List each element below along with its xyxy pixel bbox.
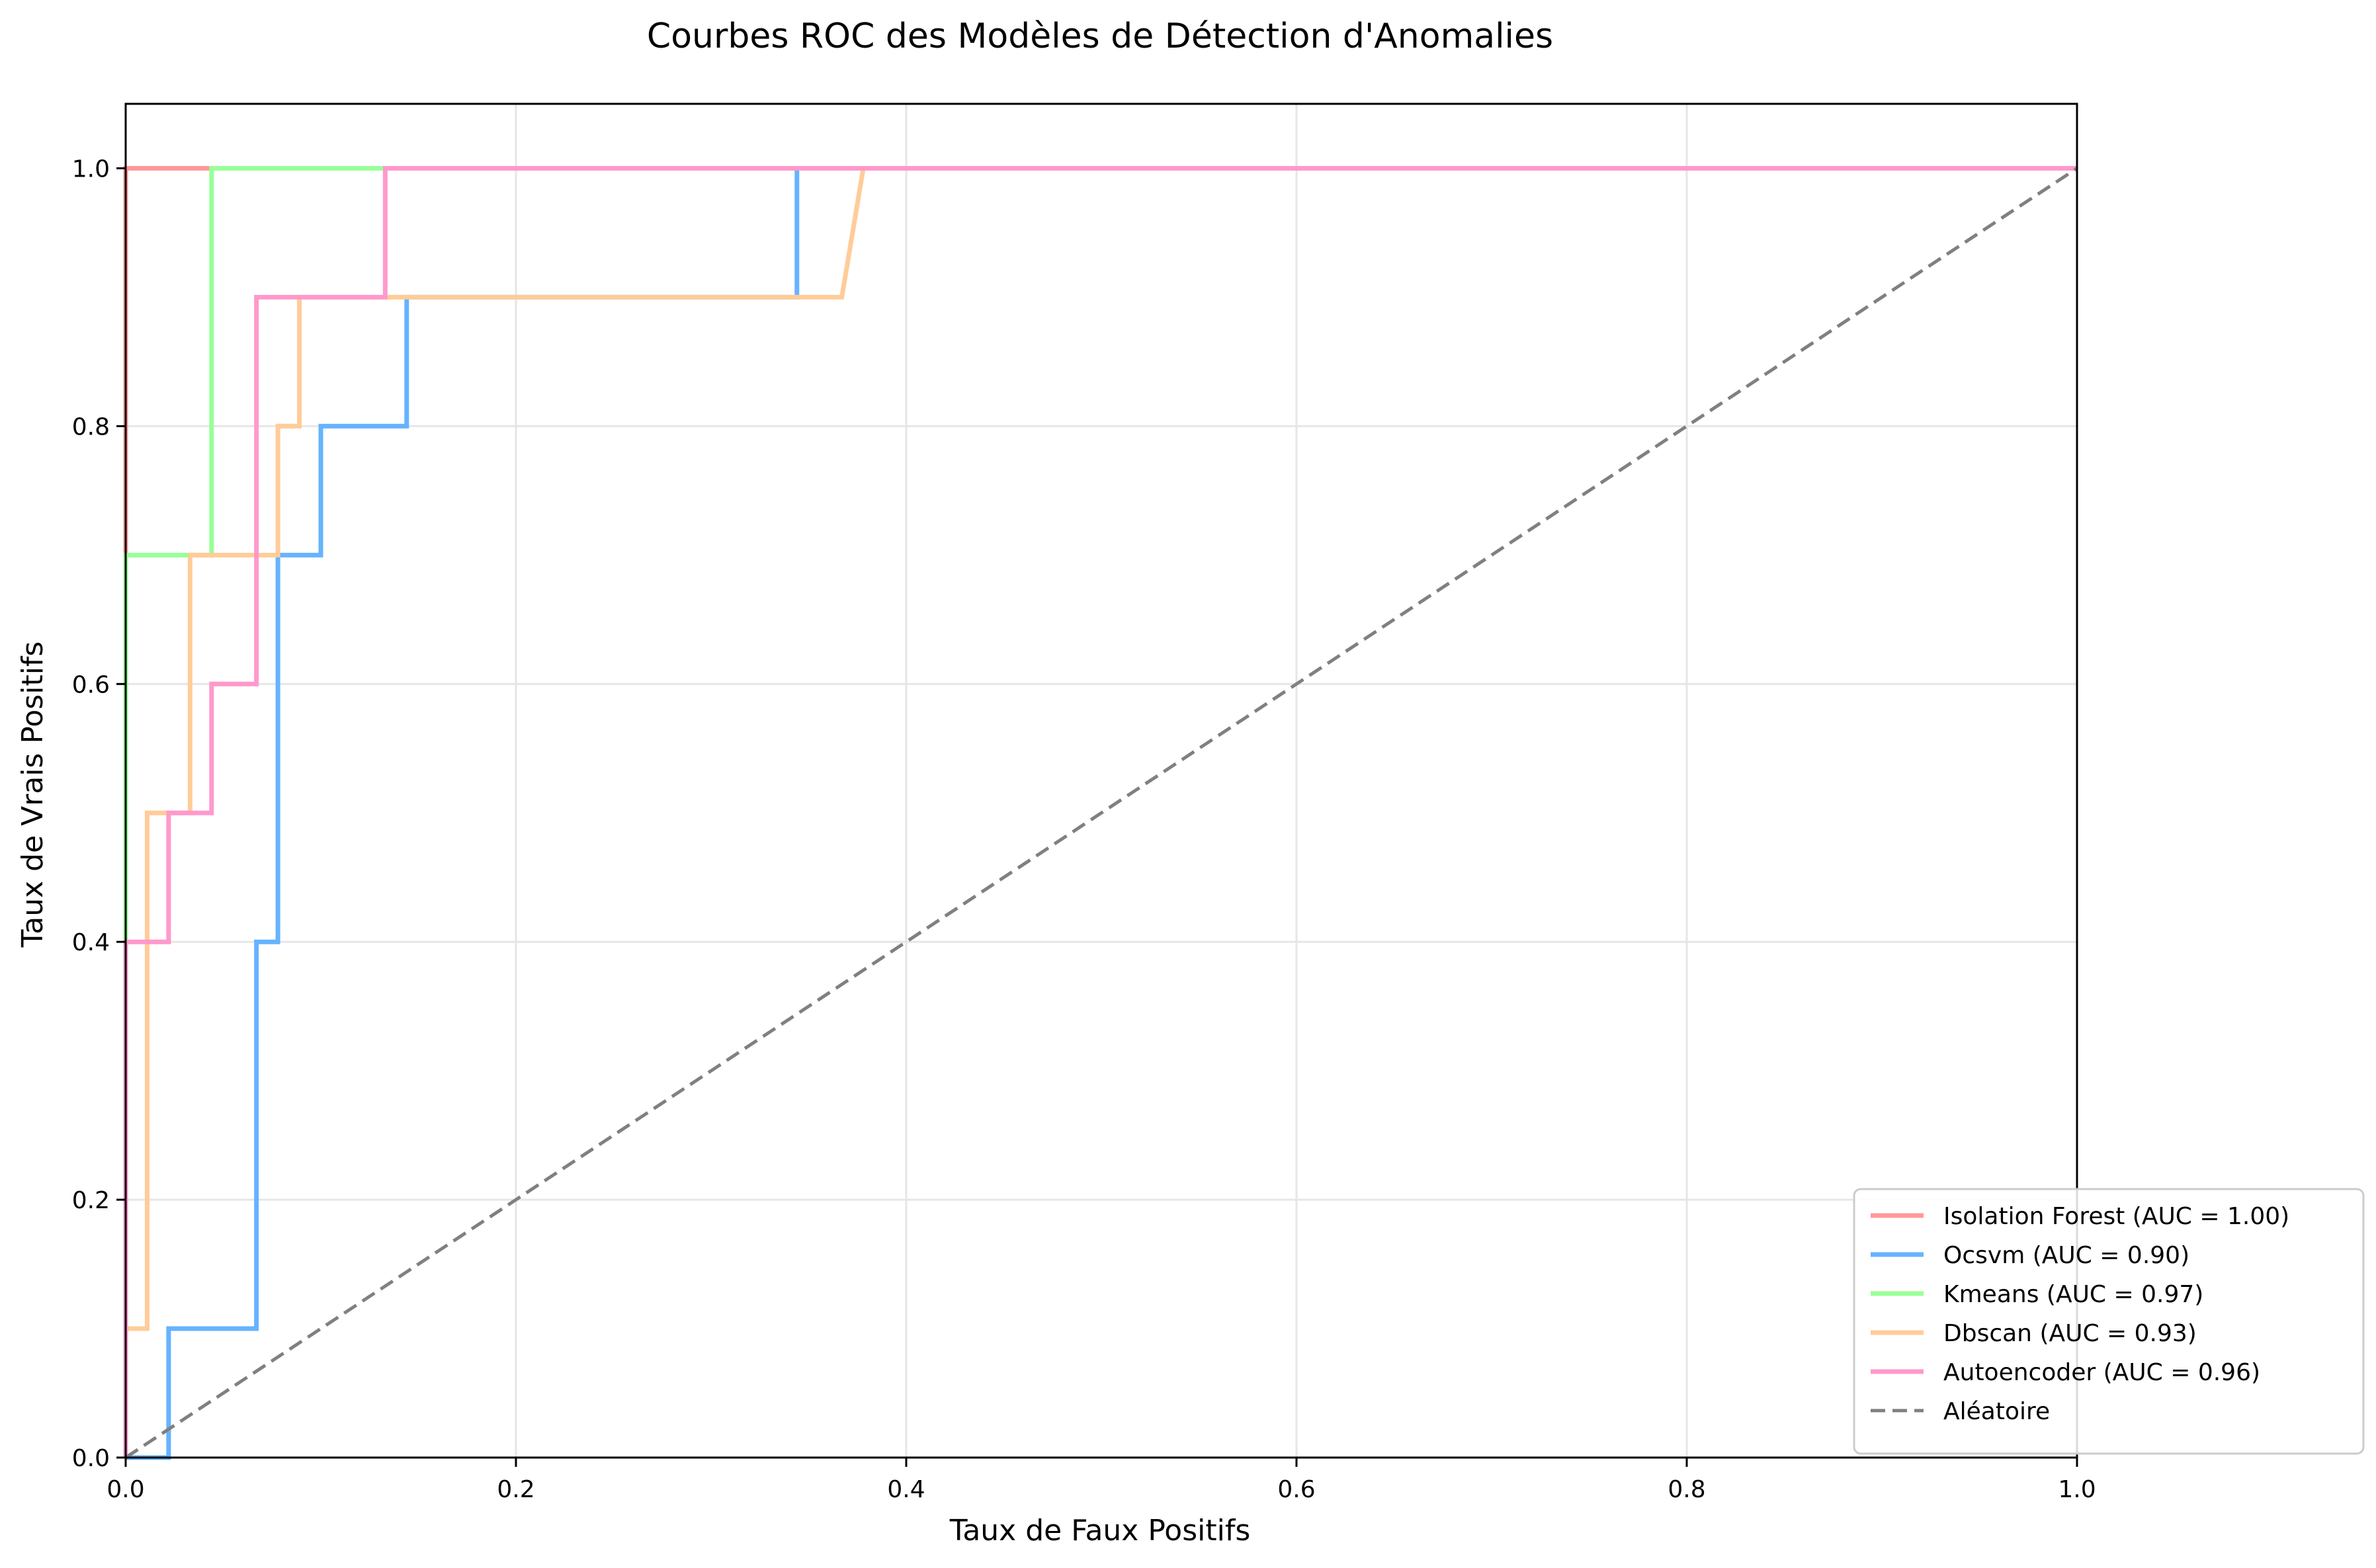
y-tick-label: 1.0 bbox=[72, 155, 110, 183]
y-tick-label: 0.4 bbox=[72, 929, 110, 956]
series-line-5 bbox=[124, 167, 2078, 1460]
x-tick-label: 0.0 bbox=[106, 1476, 144, 1503]
legend-label: Kmeans (AUC = 0.97) bbox=[1943, 1281, 2203, 1308]
legend-label: Ocsvm (AUC = 0.90) bbox=[1943, 1242, 2189, 1269]
y-tick-label: 0.0 bbox=[72, 1445, 110, 1472]
series-line-3 bbox=[123, 165, 2077, 1458]
legend-label: Aléatoire bbox=[1943, 1398, 2050, 1425]
y-axis-label: Taux de Vrais Positifs bbox=[16, 641, 50, 948]
grid-lines bbox=[124, 104, 2078, 1459]
y-tick-label: 0.8 bbox=[72, 413, 110, 440]
series-line-4 bbox=[123, 165, 2077, 1458]
x-tick-label: 0.6 bbox=[1277, 1476, 1315, 1503]
legend-label: Autoencoder (AUC = 0.96) bbox=[1943, 1359, 2260, 1386]
x-tick-label: 1.0 bbox=[2058, 1476, 2096, 1503]
x-axis-label: Taux de Faux Positifs bbox=[949, 1514, 1251, 1547]
legend-label: Dbscan (AUC = 0.93) bbox=[1943, 1320, 2197, 1347]
plot-frame bbox=[124, 103, 2078, 1459]
x-tick-label: 0.8 bbox=[1668, 1476, 1705, 1503]
legend-box bbox=[1853, 1188, 2365, 1455]
y-tick-label: 0.2 bbox=[72, 1187, 110, 1214]
y-tick-label: 0.6 bbox=[72, 671, 110, 698]
x-tick-label: 0.4 bbox=[887, 1476, 925, 1503]
legend-label: Isolation Forest (AUC = 1.00) bbox=[1943, 1203, 2289, 1230]
legend: Isolation Forest (AUC = 1.00) Ocsvm (AUC … bbox=[1853, 1188, 2365, 1455]
x-tick-label: 0.2 bbox=[497, 1476, 534, 1503]
chart-title: Courbes ROC des Modèles de Détection d'A… bbox=[647, 17, 1553, 56]
axis-ticks: 0.0 0.2 0.4 0.6 0.8 1.0 0.0 0.2 0.4 0.6 0.8 1.0 bbox=[72, 155, 2096, 1503]
